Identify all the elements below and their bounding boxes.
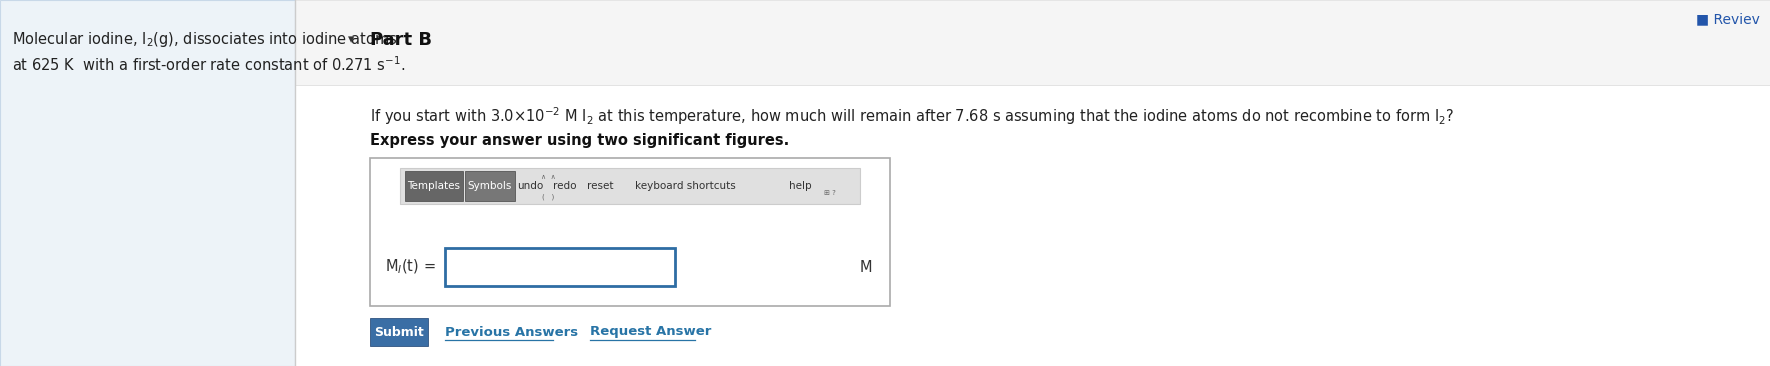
Text: undo: undo xyxy=(517,181,543,191)
Text: ▾: ▾ xyxy=(349,34,354,46)
Text: ∧  ∧: ∧ ∧ xyxy=(540,174,556,180)
Text: Molecular iodine, $\mathregular{I_2(g)}$, dissociates into iodine atoms: Molecular iodine, $\mathregular{I_2(g)}$… xyxy=(12,30,398,49)
Bar xyxy=(400,168,860,204)
Text: redo: redo xyxy=(554,181,577,191)
Text: Symbols: Symbols xyxy=(467,181,512,191)
Text: M$_I$(t) =: M$_I$(t) = xyxy=(386,258,435,276)
Text: Express your answer using two significant figures.: Express your answer using two significan… xyxy=(370,133,789,148)
Text: M: M xyxy=(860,259,873,274)
Text: ⊞ ?: ⊞ ? xyxy=(825,190,835,196)
Bar xyxy=(296,0,1770,85)
Bar xyxy=(370,158,890,306)
Bar xyxy=(370,318,428,346)
Text: Previous Answers: Previous Answers xyxy=(444,325,579,339)
Text: Templates: Templates xyxy=(407,181,460,191)
Text: keyboard shortcuts: keyboard shortcuts xyxy=(635,181,735,191)
Bar xyxy=(296,85,1770,366)
Text: Submit: Submit xyxy=(373,325,423,339)
Bar xyxy=(444,248,674,286)
Bar xyxy=(0,0,296,366)
Text: reset: reset xyxy=(586,181,612,191)
Text: ■ Reviev: ■ Reviev xyxy=(1696,12,1759,26)
Text: (   ): ( ) xyxy=(542,194,554,201)
Text: help: help xyxy=(789,181,811,191)
Text: Request Answer: Request Answer xyxy=(589,325,712,339)
Text: at 625 K  with a first-order rate constant of 0.271 s$^{-1}$.: at 625 K with a first-order rate constan… xyxy=(12,55,405,74)
Text: If you start with 3.0×10$^{-2}$ M I$_2$ at this temperature, how much will remai: If you start with 3.0×10$^{-2}$ M I$_2$ … xyxy=(370,105,1455,127)
Bar xyxy=(405,171,464,201)
Text: Part B: Part B xyxy=(370,31,432,49)
Bar xyxy=(466,171,515,201)
